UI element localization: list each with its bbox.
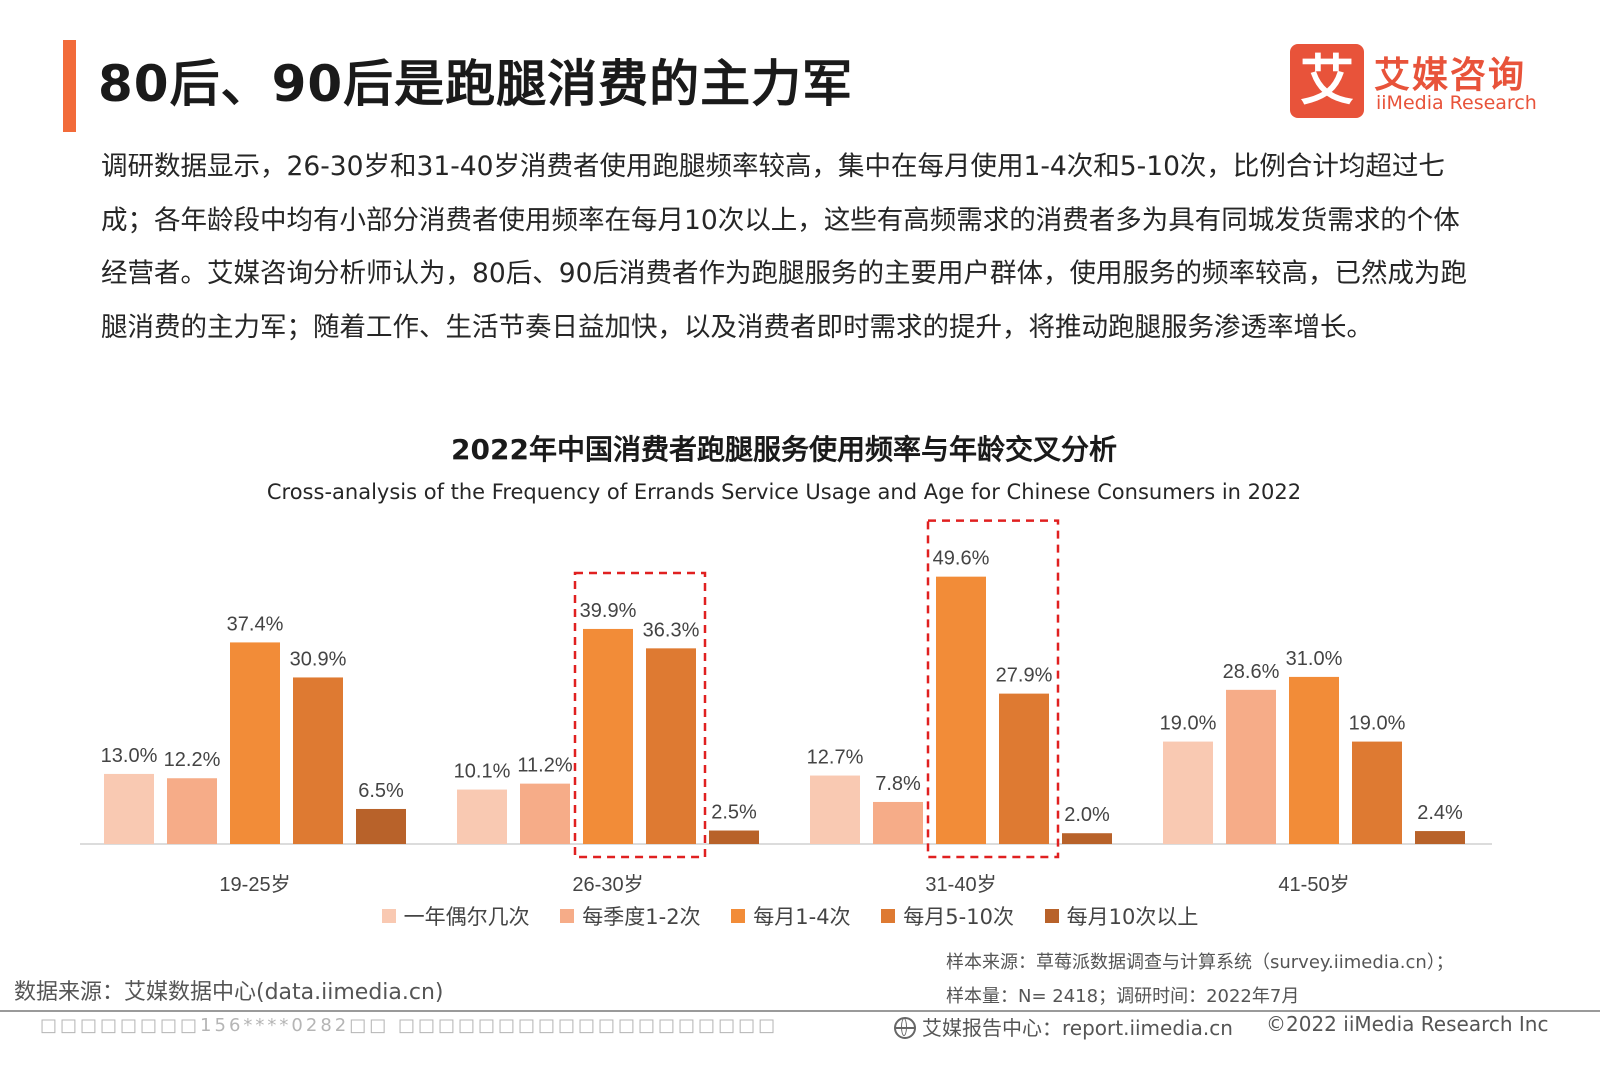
bar <box>1415 831 1465 844</box>
highlight-box <box>926 519 1060 859</box>
legend-label: 每季度1-2次 <box>582 905 701 929</box>
highlight-box <box>573 571 707 859</box>
data-label: 13.0% <box>101 745 158 767</box>
legend-swatch <box>381 909 396 923</box>
data-label: 27.9% <box>996 665 1053 687</box>
bar <box>356 808 406 844</box>
data-label: 49.6% <box>933 548 990 570</box>
globe-icon <box>894 1017 916 1039</box>
data-label: 12.2% <box>164 749 221 771</box>
page-title: 80后、90后是跑腿消费的主力军 <box>98 55 854 113</box>
bar <box>230 642 280 844</box>
chart-legend: 一年偶尔几次 每季度1-2次 每月1-4次 每月5-10次 每月10次以上 <box>0 901 1580 931</box>
data-label: 11.2% <box>517 755 572 777</box>
chart-title: 2022年中国消费者跑腿服务使用频率与年龄交叉分析 <box>451 433 1117 466</box>
data-label: 2.4% <box>1417 802 1463 824</box>
bar-chart: 13.0% 12.2% 37.4% 30.9% 6.5% 19-25岁 10.1% 11.2%… <box>80 519 1492 896</box>
title-accent-bar <box>63 40 76 132</box>
bar <box>457 789 507 844</box>
footer-watermark-text: □□□□□□□□156****0282□□ □□□□□□□□□□□□□□□□□□… <box>40 1015 779 1036</box>
bar <box>167 778 217 844</box>
legend-item: 每月1-4次 <box>731 901 851 931</box>
chart-subtitle: Cross-analysis of the Frequency of Erran… <box>266 480 1302 504</box>
data-source: 数据来源：艾媒数据中心(data.iimedia.cn) <box>14 980 444 1005</box>
data-label: 2.0% <box>1064 804 1110 826</box>
legend-item: 每月5-10次 <box>881 901 1014 931</box>
sample-source: 样本来源：草莓派数据调查与计算系统（survey.iimedia.cn）； <box>946 952 1454 973</box>
bar <box>1289 676 1339 844</box>
footer-divider <box>0 1010 1600 1012</box>
iimedia-logo: 艾 艾媒咨询 iiMedia Research <box>1290 44 1550 120</box>
legend-label: 每月10次以上 <box>1066 905 1199 929</box>
data-label: 10.1% <box>454 761 511 783</box>
legend-swatch <box>731 909 746 923</box>
data-label: 31.0% <box>1286 648 1343 670</box>
logo-chinese-name: 艾媒咨询 <box>1374 55 1527 96</box>
bar <box>520 783 570 844</box>
bar <box>293 677 343 844</box>
data-label: 36.3% <box>643 619 700 641</box>
legend-swatch <box>560 909 575 923</box>
data-label: 37.4% <box>227 613 284 635</box>
legend-item: 一年偶尔几次 <box>381 901 530 931</box>
logo-mark-icon: 艾 <box>1290 44 1364 118</box>
legend-label: 每月1-4次 <box>753 905 851 929</box>
bar <box>1352 741 1402 844</box>
data-label: 28.6% <box>1223 661 1280 683</box>
x-tick-label: 19-25岁 <box>219 873 290 896</box>
report-site: 艾媒报告中心：report.iimedia.cn <box>922 1016 1233 1040</box>
bar <box>873 801 923 844</box>
x-tick-label: 41-50岁 <box>1278 873 1349 896</box>
data-label: 39.9% <box>580 600 637 622</box>
data-label: 30.9% <box>290 648 347 670</box>
bar <box>583 628 633 844</box>
bar <box>1062 833 1112 844</box>
legend-item: 每月10次以上 <box>1044 901 1199 931</box>
x-tick-label: 26-30岁 <box>572 873 643 896</box>
bar <box>104 773 154 844</box>
intro-paragraph: 调研数据显示，26-30岁和31-40岁消费者使用跑腿频率较高，集中在每月使用1… <box>101 151 1467 343</box>
x-tick-label: 31-40岁 <box>925 873 996 896</box>
data-label: 19.0% <box>1160 713 1217 735</box>
legend-label: 每月5-10次 <box>903 905 1014 929</box>
bar <box>999 693 1049 844</box>
data-label: 12.7% <box>807 747 864 769</box>
data-label: 7.8% <box>875 773 921 795</box>
legend-label: 一年偶尔几次 <box>403 905 530 929</box>
data-label: 6.5% <box>358 780 404 802</box>
data-label: 19.0% <box>1349 713 1406 735</box>
bar <box>810 775 860 844</box>
footer-report-link: 艾媒报告中心：report.iimedia.cn <box>894 1012 1233 1041</box>
bar <box>646 648 696 844</box>
bar <box>1226 689 1276 844</box>
logo-english-name: iiMedia Research <box>1376 92 1537 114</box>
bar <box>709 830 759 844</box>
legend-swatch <box>881 909 896 923</box>
data-label: 2.5% <box>711 802 757 824</box>
sample-size: 样本量：N= 2418；调研时间：2022年7月 <box>946 986 1300 1007</box>
legend-item: 每季度1-2次 <box>560 901 701 931</box>
bar <box>1163 741 1213 844</box>
legend-swatch <box>1044 909 1059 923</box>
bar <box>936 576 986 844</box>
footer-copyright: ©2022 iiMedia Research Inc <box>1266 1012 1549 1036</box>
